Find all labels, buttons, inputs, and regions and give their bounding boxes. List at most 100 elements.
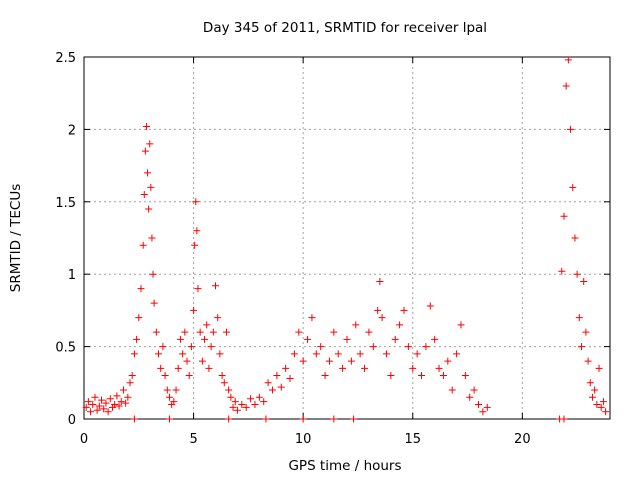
data-point (128, 372, 136, 380)
data-point (205, 364, 213, 372)
data-point (137, 285, 145, 293)
data-point (172, 386, 180, 394)
data-point (586, 379, 594, 387)
data-point (560, 212, 568, 220)
data-point (400, 306, 408, 314)
data-point (479, 408, 487, 416)
data-point (130, 350, 138, 358)
data-point (453, 350, 461, 358)
data-point (597, 403, 605, 411)
data-point (350, 415, 358, 423)
data-point (457, 321, 465, 329)
data-point (334, 350, 342, 358)
data-point (582, 328, 590, 336)
data-point (602, 408, 610, 416)
y-tick-label: 1.5 (55, 196, 76, 211)
data-point (439, 372, 447, 380)
data-point (374, 306, 382, 314)
data-point (378, 314, 386, 322)
data-point (242, 403, 250, 411)
data-point (580, 277, 588, 285)
data-point (227, 393, 235, 401)
data-point (578, 343, 586, 351)
data-point (124, 393, 132, 401)
data-point (193, 227, 201, 235)
data-point (238, 401, 246, 409)
data-point (133, 335, 141, 343)
x-tick-label: 15 (404, 432, 421, 447)
data-point (100, 405, 108, 413)
data-point (461, 372, 469, 380)
data-point (308, 314, 316, 322)
x-tick-label: 10 (295, 432, 312, 447)
y-tick-label: 0 (68, 413, 76, 428)
data-point (117, 398, 125, 406)
data-point (229, 403, 237, 411)
data-point (157, 364, 165, 372)
data-point (339, 364, 347, 372)
data-point (431, 335, 439, 343)
data-point (113, 392, 121, 400)
data-point (146, 140, 154, 148)
data-point (216, 350, 224, 358)
data-point (148, 234, 156, 242)
data-point (174, 364, 182, 372)
data-point (152, 328, 160, 336)
data-point (203, 321, 211, 329)
axis-ticks: 0 5 10 15 20 0 0.5 1 1.5 2 2.5 (55, 51, 610, 447)
data-point (448, 386, 456, 394)
data-point (218, 372, 226, 380)
data-point (212, 282, 219, 290)
data-point (183, 357, 191, 365)
data-point (591, 386, 599, 394)
data-point (444, 357, 452, 365)
data-point (391, 335, 399, 343)
data-point (225, 415, 233, 423)
data-point (95, 402, 103, 410)
data-point (176, 335, 184, 343)
data-point (165, 393, 173, 401)
data-point (222, 328, 230, 336)
data-point (564, 56, 572, 64)
data-point (190, 306, 198, 314)
data-point (115, 402, 123, 410)
data-point (558, 267, 566, 275)
data-point (264, 379, 272, 387)
data-point (145, 205, 153, 213)
data-point (317, 343, 325, 351)
data-point (299, 415, 307, 423)
data-point (376, 277, 384, 285)
data-point (273, 372, 281, 380)
data-point (170, 398, 178, 406)
data-point (325, 357, 333, 365)
data-point (571, 234, 579, 242)
data-point (140, 191, 148, 199)
data-point (106, 395, 114, 403)
data-point (98, 396, 106, 404)
x-tick-label: 20 (514, 432, 531, 447)
data-point (139, 241, 147, 249)
data-point (207, 343, 215, 351)
data-point (247, 395, 255, 403)
data-point (299, 357, 307, 365)
data-point (387, 372, 395, 380)
y-tick-label: 2.5 (55, 51, 76, 66)
data-point (233, 406, 241, 414)
data-point (89, 401, 97, 409)
data-point (191, 241, 199, 249)
data-point (155, 350, 163, 358)
data-point (588, 393, 596, 401)
y-axis-label: SRMTID / TECUs (8, 184, 24, 292)
data-point (347, 357, 355, 365)
data-point (435, 364, 443, 372)
x-tick-label: 5 (189, 432, 197, 447)
data-point (209, 328, 217, 336)
data-point (141, 147, 149, 155)
data-point (404, 343, 412, 351)
data-point (599, 398, 607, 406)
data-point (198, 357, 206, 365)
data-point (194, 285, 202, 293)
data-point (201, 335, 209, 343)
